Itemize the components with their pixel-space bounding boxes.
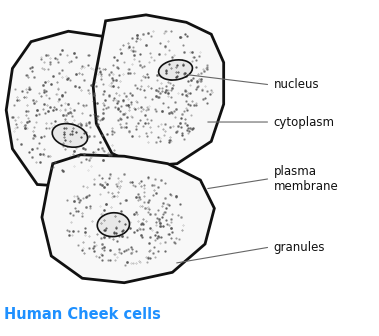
Polygon shape xyxy=(93,15,224,167)
Text: cytoplasm: cytoplasm xyxy=(273,116,334,128)
Polygon shape xyxy=(6,31,143,187)
Text: granules: granules xyxy=(273,241,325,253)
Ellipse shape xyxy=(97,213,130,237)
Text: Human Cheek cells: Human Cheek cells xyxy=(4,307,161,322)
Ellipse shape xyxy=(52,124,88,147)
Text: plasma
membrane: plasma membrane xyxy=(273,165,338,193)
Polygon shape xyxy=(42,155,215,283)
Ellipse shape xyxy=(158,60,193,80)
Text: nucleus: nucleus xyxy=(273,78,319,91)
